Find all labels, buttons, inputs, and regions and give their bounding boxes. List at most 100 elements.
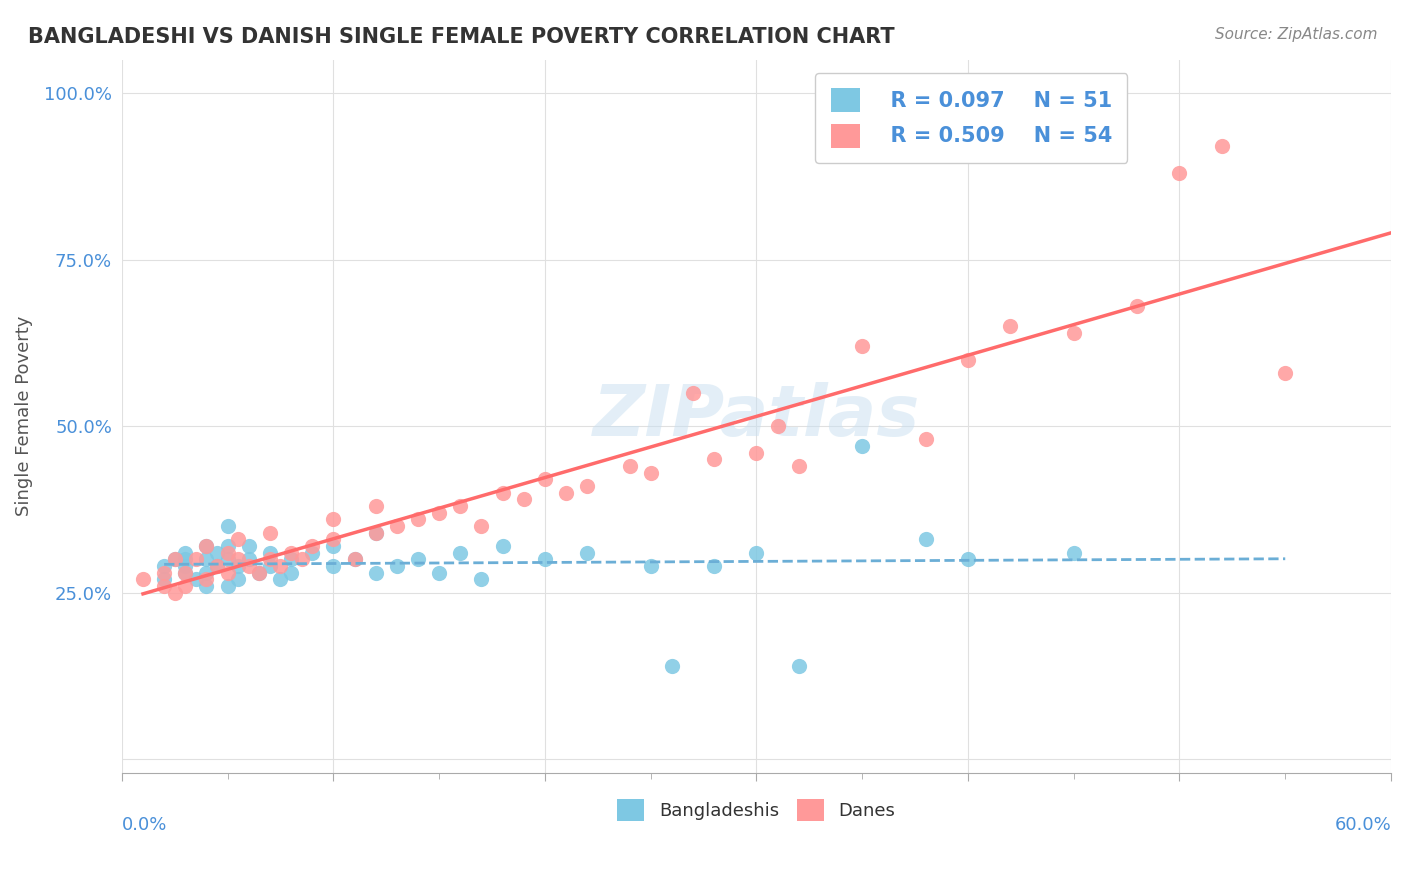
Point — [247, 566, 270, 580]
Point — [153, 566, 176, 580]
Point — [703, 452, 725, 467]
Point — [322, 533, 344, 547]
Point — [195, 552, 218, 566]
Point — [163, 586, 186, 600]
Point — [301, 539, 323, 553]
Point — [427, 566, 450, 580]
Point — [259, 559, 281, 574]
Point — [280, 566, 302, 580]
Text: ZIPatlas: ZIPatlas — [593, 382, 920, 450]
Point — [491, 539, 513, 553]
Point — [914, 433, 936, 447]
Point — [226, 552, 249, 566]
Point — [238, 539, 260, 553]
Point — [956, 352, 979, 367]
Point — [195, 579, 218, 593]
Point — [576, 546, 599, 560]
Point — [195, 539, 218, 553]
Point — [1063, 546, 1085, 560]
Point — [619, 459, 641, 474]
Point — [576, 479, 599, 493]
Point — [153, 573, 176, 587]
Point — [217, 552, 239, 566]
Point — [280, 552, 302, 566]
Point — [195, 573, 218, 587]
Point — [259, 546, 281, 560]
Point — [153, 579, 176, 593]
Point — [1274, 366, 1296, 380]
Point — [174, 579, 197, 593]
Text: BANGLADESHI VS DANISH SINGLE FEMALE POVERTY CORRELATION CHART: BANGLADESHI VS DANISH SINGLE FEMALE POVE… — [28, 27, 894, 46]
Point — [914, 533, 936, 547]
Point — [364, 525, 387, 540]
Point — [406, 512, 429, 526]
Point — [217, 539, 239, 553]
Point — [343, 552, 366, 566]
Text: Source: ZipAtlas.com: Source: ZipAtlas.com — [1215, 27, 1378, 42]
Point — [132, 573, 155, 587]
Point — [238, 559, 260, 574]
Point — [956, 552, 979, 566]
Point — [238, 552, 260, 566]
Point — [385, 519, 408, 533]
Point — [385, 559, 408, 574]
Point — [343, 552, 366, 566]
Point — [184, 552, 207, 566]
Point — [259, 552, 281, 566]
Point — [174, 559, 197, 574]
Point — [184, 573, 207, 587]
Point — [449, 546, 471, 560]
Point — [205, 559, 228, 574]
Point — [259, 525, 281, 540]
Point — [534, 552, 557, 566]
Point — [226, 559, 249, 574]
Point — [322, 512, 344, 526]
Point — [163, 552, 186, 566]
Point — [195, 539, 218, 553]
Point — [364, 525, 387, 540]
Text: 60.0%: 60.0% — [1334, 815, 1391, 833]
Point — [174, 566, 197, 580]
Point — [851, 439, 873, 453]
Point — [364, 566, 387, 580]
Point — [163, 552, 186, 566]
Point — [745, 446, 768, 460]
Point — [851, 339, 873, 353]
Point — [301, 546, 323, 560]
Point — [703, 559, 725, 574]
Point — [406, 552, 429, 566]
Point — [205, 546, 228, 560]
Point — [513, 492, 536, 507]
Point — [555, 485, 578, 500]
Point — [661, 659, 683, 673]
Point — [1168, 166, 1191, 180]
Point — [364, 499, 387, 513]
Point — [195, 566, 218, 580]
Point — [682, 385, 704, 400]
Point — [787, 459, 810, 474]
Point — [534, 473, 557, 487]
Point — [280, 546, 302, 560]
Point — [640, 559, 662, 574]
Point — [174, 546, 197, 560]
Point — [205, 559, 228, 574]
Point — [291, 552, 314, 566]
Point — [174, 552, 197, 566]
Point — [449, 499, 471, 513]
Point — [1063, 326, 1085, 340]
Point — [1000, 319, 1022, 334]
Point — [247, 566, 270, 580]
Point — [153, 559, 176, 574]
Point — [1126, 299, 1149, 313]
Y-axis label: Single Female Poverty: Single Female Poverty — [15, 316, 32, 516]
Point — [217, 546, 239, 560]
Point — [322, 559, 344, 574]
Point — [470, 573, 492, 587]
Point — [174, 566, 197, 580]
Point — [470, 519, 492, 533]
Point — [217, 519, 239, 533]
Point — [427, 506, 450, 520]
Point — [745, 546, 768, 560]
Text: 0.0%: 0.0% — [122, 815, 167, 833]
Point — [1211, 139, 1233, 153]
